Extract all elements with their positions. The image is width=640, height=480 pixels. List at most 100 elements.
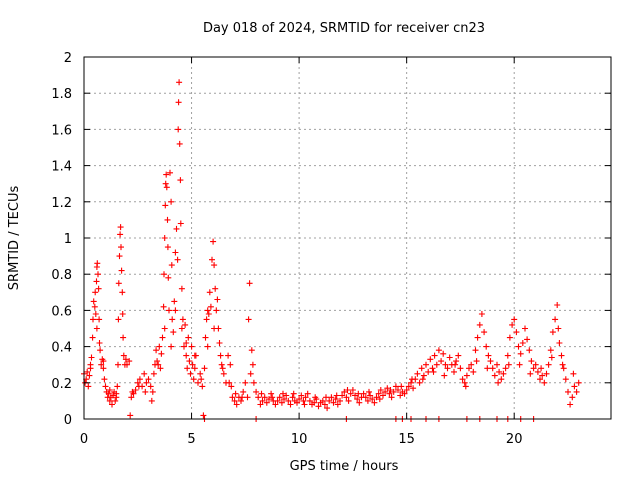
data-point bbox=[341, 388, 348, 395]
data-point bbox=[397, 392, 404, 399]
data-point bbox=[259, 397, 266, 404]
data-point bbox=[390, 388, 397, 395]
data-point bbox=[462, 383, 469, 390]
data-point bbox=[142, 388, 149, 395]
data-point bbox=[377, 387, 384, 393]
data-point bbox=[100, 358, 107, 365]
data-point bbox=[169, 316, 176, 323]
data-point bbox=[218, 361, 225, 368]
data-point bbox=[110, 392, 116, 399]
data-point bbox=[174, 256, 181, 263]
data-point bbox=[380, 392, 386, 399]
data-point bbox=[98, 361, 105, 368]
data-point bbox=[367, 392, 374, 399]
grid-lines bbox=[84, 57, 611, 419]
data-point bbox=[226, 379, 233, 386]
data-point bbox=[463, 372, 470, 379]
data-point bbox=[87, 361, 94, 368]
data-point bbox=[88, 354, 95, 361]
data-point bbox=[248, 347, 255, 354]
data-point bbox=[376, 396, 383, 403]
data-point bbox=[418, 365, 425, 372]
data-point bbox=[172, 307, 179, 314]
data-point bbox=[457, 365, 464, 372]
data-point bbox=[168, 198, 175, 205]
data-point bbox=[474, 334, 481, 341]
data-point bbox=[154, 358, 161, 365]
data-point bbox=[485, 352, 492, 359]
data-point bbox=[176, 79, 183, 86]
data-point bbox=[204, 343, 211, 350]
data-point bbox=[206, 289, 213, 296]
data-point bbox=[141, 370, 148, 377]
data-point bbox=[405, 383, 412, 390]
data-point bbox=[253, 388, 260, 395]
data-point bbox=[177, 220, 184, 227]
data-point bbox=[199, 383, 206, 390]
data-point bbox=[126, 358, 133, 365]
data-point bbox=[403, 387, 410, 393]
data-point bbox=[244, 394, 251, 401]
data-point bbox=[435, 347, 442, 354]
data-point bbox=[171, 298, 178, 305]
data-point bbox=[491, 372, 498, 379]
data-point bbox=[498, 376, 505, 383]
data-point bbox=[420, 372, 427, 379]
data-point bbox=[513, 329, 520, 336]
data-point bbox=[118, 267, 125, 274]
y-tick-label: 0.2 bbox=[51, 377, 72, 392]
y-tick-label: 0.6 bbox=[51, 304, 72, 319]
data-point bbox=[128, 394, 135, 401]
data-point bbox=[414, 370, 421, 377]
data-point bbox=[228, 383, 235, 390]
data-point bbox=[427, 356, 434, 363]
data-point bbox=[184, 365, 191, 372]
data-point bbox=[132, 387, 139, 393]
data-point bbox=[375, 390, 382, 397]
data-point bbox=[93, 325, 100, 332]
x-tick-label: 15 bbox=[398, 432, 415, 447]
data-point bbox=[189, 361, 196, 368]
data-point bbox=[364, 397, 371, 404]
data-point bbox=[161, 235, 168, 241]
data-point bbox=[526, 347, 533, 354]
data-point bbox=[489, 365, 496, 372]
data-point bbox=[472, 347, 479, 354]
data-point bbox=[347, 390, 354, 397]
y-tick-label: 1.8 bbox=[51, 87, 72, 102]
data-point bbox=[220, 370, 227, 377]
data-point bbox=[504, 352, 511, 359]
data-point bbox=[261, 394, 268, 401]
data-point bbox=[532, 361, 539, 368]
data-point bbox=[373, 394, 380, 401]
data-point bbox=[395, 387, 401, 393]
data-point bbox=[386, 390, 393, 397]
data-point bbox=[548, 354, 555, 361]
data-point bbox=[323, 394, 329, 401]
data-point bbox=[319, 397, 326, 404]
data-point bbox=[207, 303, 214, 310]
data-point bbox=[408, 379, 414, 386]
y-tick-label: 0 bbox=[64, 413, 72, 428]
data-point bbox=[505, 361, 512, 368]
data-point bbox=[204, 307, 211, 314]
data-point bbox=[468, 361, 475, 368]
data-point bbox=[539, 372, 546, 379]
data-point bbox=[534, 368, 541, 375]
data-point bbox=[527, 370, 534, 377]
data-point bbox=[120, 334, 127, 341]
data-point bbox=[545, 361, 552, 368]
data-point bbox=[274, 397, 281, 404]
data-point bbox=[339, 392, 346, 399]
x-tick-label: 0 bbox=[80, 432, 88, 447]
data-point bbox=[112, 397, 119, 404]
data-point bbox=[522, 325, 528, 332]
data-point bbox=[431, 352, 438, 359]
data-point bbox=[281, 396, 287, 403]
data-point bbox=[285, 397, 292, 404]
data-point bbox=[216, 340, 223, 346]
data-point bbox=[95, 271, 101, 278]
data-point bbox=[278, 399, 285, 406]
data-point bbox=[91, 303, 98, 310]
